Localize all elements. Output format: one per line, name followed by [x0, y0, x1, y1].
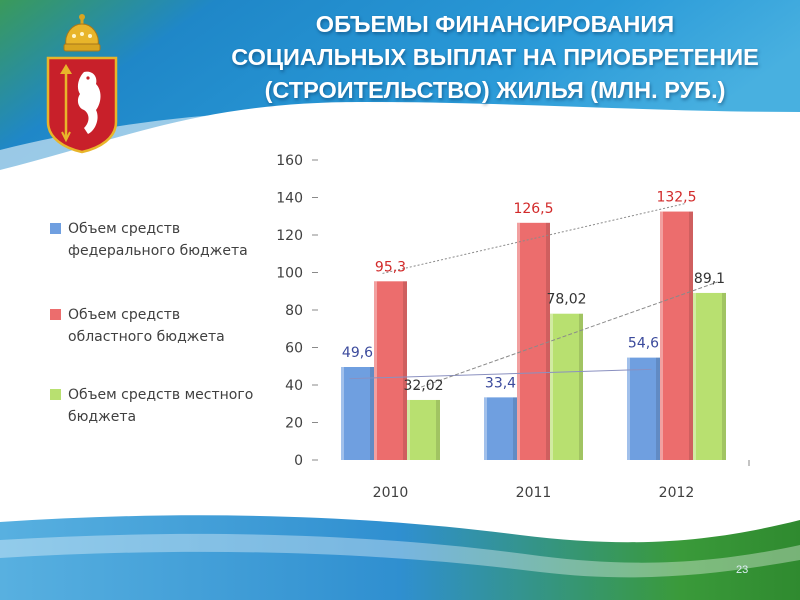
- y-tick-label: 120: [276, 228, 303, 244]
- x-tick-label: 2012: [659, 485, 695, 501]
- trendline-0: [349, 368, 652, 380]
- y-tick-label: 20: [285, 416, 303, 432]
- x-tick-label: 2011: [516, 485, 552, 501]
- trendline-2: [415, 281, 718, 390]
- bar-shade: [436, 399, 440, 460]
- legend-swatch-regional: [50, 309, 61, 320]
- bar-1-2012: [660, 211, 693, 460]
- bar-1-2010: [374, 281, 407, 460]
- bar-highlight: [341, 367, 344, 460]
- data-label: 89,1: [694, 271, 725, 287]
- bar-highlight: [374, 281, 377, 460]
- bar-shade: [403, 281, 407, 460]
- y-tick-label: 80: [285, 303, 303, 319]
- legend-item-federal: Объем средств федерального бюджета: [50, 218, 265, 262]
- y-tick-label: 160: [276, 153, 303, 169]
- bar-2-2012: [693, 292, 726, 460]
- data-label: 54,6: [628, 336, 659, 352]
- bar-shade: [546, 222, 550, 460]
- bar-highlight: [627, 357, 630, 460]
- legend-label-federal: Объем средств федерального бюджета: [68, 221, 248, 259]
- bar-1-2011: [517, 222, 550, 460]
- data-label: 95,3: [375, 259, 406, 275]
- page-number: 23: [736, 564, 749, 576]
- legend-swatch-local: [50, 389, 61, 400]
- bar-shade: [513, 397, 517, 460]
- legend-item-local: Объем средств местного бюджета: [50, 384, 265, 428]
- bar-2-2010: [407, 399, 440, 460]
- slide-title: ОБЪЕМЫ ФИНАНСИРОВАНИЯ СОЦИАЛЬНЫХ ВЫПЛАТ …: [190, 8, 800, 107]
- legend-swatch-federal: [50, 223, 61, 234]
- legend-item-regional: Объем средств областного бюджета: [50, 304, 265, 348]
- bar-highlight: [517, 222, 520, 460]
- legend-label-regional: Объем средств областного бюджета: [68, 307, 225, 345]
- y-tick-label: 40: [285, 378, 303, 394]
- crown-icon: [63, 14, 101, 52]
- data-label: 49,6: [342, 345, 373, 361]
- data-label: 32,02: [403, 378, 443, 394]
- title-line-3: (СТРОИТЕЛЬСТВО) ЖИЛЬЯ (МЛН. РУБ.): [264, 77, 726, 103]
- bar-highlight: [550, 313, 553, 460]
- bar-shade: [656, 357, 660, 460]
- bar-shade: [370, 367, 374, 460]
- bar-0-2010: [341, 367, 374, 460]
- y-tick-label: 0: [294, 453, 303, 469]
- bar-highlight: [660, 211, 663, 460]
- bar-highlight: [484, 397, 487, 460]
- bar-highlight: [693, 292, 696, 460]
- y-tick-label: 60: [285, 341, 303, 357]
- bar-2-2011: [550, 313, 583, 460]
- bar-shade: [722, 292, 726, 460]
- bar-shade: [689, 211, 693, 460]
- title-line-2: СОЦИАЛЬНЫХ ВЫПЛАТ НА ПРИОБРЕТЕНИЕ: [231, 44, 759, 70]
- coat-of-arms-emblem-icon: [46, 14, 118, 154]
- x-tick-label: 2010: [373, 485, 409, 501]
- bar-0-2011: [484, 397, 517, 460]
- y-tick-label: 140: [276, 191, 303, 207]
- data-label: 78,02: [546, 292, 586, 308]
- title-line-1: ОБЪЕМЫ ФИНАНСИРОВАНИЯ: [315, 11, 675, 37]
- bar-0-2012: [627, 357, 660, 460]
- y-tick-label: 100: [276, 266, 303, 282]
- data-label: 33,4: [485, 375, 516, 391]
- data-label: 132,5: [656, 190, 696, 206]
- bar-highlight: [407, 399, 410, 460]
- legend-label-local: Объем средств местного бюджета: [68, 387, 254, 425]
- data-label: 126,5: [513, 201, 553, 217]
- bar-shade: [579, 313, 583, 460]
